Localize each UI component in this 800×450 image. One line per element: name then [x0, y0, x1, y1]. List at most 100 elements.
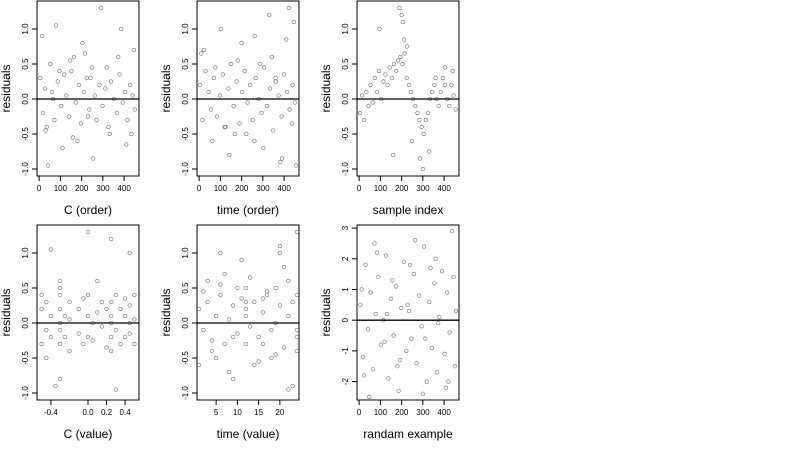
- data-point: [383, 72, 388, 77]
- data-point: [85, 229, 91, 235]
- data-point: [58, 285, 63, 291]
- data-point: [273, 285, 278, 291]
- data-point: [53, 383, 58, 389]
- data-point: [39, 306, 44, 312]
- data-point: [76, 306, 81, 312]
- data-point: [226, 317, 231, 322]
- data-point: [214, 313, 219, 319]
- data-point: [209, 338, 214, 343]
- data-point: [81, 89, 86, 95]
- data-point: [404, 75, 409, 81]
- data-point: [85, 313, 91, 319]
- data-point: [81, 341, 86, 347]
- y-tick-label: 1.0: [21, 247, 30, 259]
- y-tick-label: 1: [341, 287, 350, 292]
- data-point: [424, 379, 429, 384]
- data-point: [132, 107, 137, 112]
- data-point: [428, 265, 433, 271]
- data-point: [120, 100, 125, 105]
- data-point: [67, 317, 72, 322]
- data-point: [239, 257, 244, 263]
- data-point: [58, 376, 63, 382]
- data-point: [256, 359, 261, 364]
- data-point: [286, 278, 291, 284]
- y-tick-label: 1.0: [341, 23, 350, 35]
- data-point: [82, 51, 88, 56]
- data-point: [450, 229, 455, 234]
- data-point: [265, 292, 270, 298]
- data-point: [374, 89, 380, 95]
- data-point: [228, 61, 234, 67]
- data-point: [243, 299, 248, 305]
- y-tick-label: 0: [341, 317, 350, 322]
- data-point: [290, 299, 295, 305]
- data-point: [235, 58, 240, 63]
- data-point: [109, 313, 114, 319]
- data-point: [231, 334, 236, 340]
- data-point: [452, 364, 457, 369]
- data-point: [42, 86, 48, 91]
- y-tick-label: 0.5: [181, 282, 190, 294]
- x-tick-label: 400: [437, 184, 451, 193]
- data-point: [359, 287, 364, 292]
- data-point: [59, 103, 64, 109]
- data-point: [370, 100, 375, 105]
- data-point: [234, 79, 239, 84]
- x-tick-label: 200: [395, 408, 409, 417]
- data-point: [218, 282, 223, 287]
- data-point: [401, 259, 406, 264]
- x-tick-label: 200: [75, 184, 89, 193]
- data-point: [277, 303, 283, 308]
- data-point: [419, 324, 424, 329]
- data-point: [39, 33, 45, 39]
- data-point: [113, 387, 118, 392]
- x-tick-label: 300: [256, 184, 270, 193]
- data-point: [286, 387, 291, 392]
- data-point: [381, 79, 386, 84]
- data-point: [239, 40, 244, 46]
- data-point: [218, 292, 223, 298]
- data-point: [73, 100, 78, 105]
- data-point: [81, 296, 86, 301]
- data-point: [260, 341, 266, 347]
- data-point: [273, 75, 278, 81]
- data-point: [442, 65, 448, 70]
- data-point: [453, 308, 459, 314]
- data-point: [52, 117, 57, 123]
- data-point: [122, 334, 128, 340]
- data-point: [125, 117, 130, 123]
- data-point: [132, 341, 137, 347]
- data-point: [248, 82, 253, 88]
- data-point: [419, 124, 424, 130]
- data-point: [383, 253, 389, 258]
- data-point: [404, 348, 409, 354]
- data-point: [385, 311, 390, 317]
- data-point: [55, 79, 60, 84]
- data-point: [122, 89, 128, 95]
- data-point: [129, 131, 134, 137]
- data-point: [124, 142, 129, 147]
- x-tick-label: 400: [277, 184, 291, 193]
- data-point: [449, 82, 454, 88]
- data-point: [425, 110, 431, 116]
- data-point: [259, 110, 264, 116]
- data-point: [109, 348, 114, 354]
- data-point: [367, 394, 372, 400]
- data-point: [265, 103, 270, 109]
- data-point: [128, 82, 133, 88]
- data-point: [113, 292, 118, 298]
- data-point: [231, 376, 236, 382]
- plot-frame: [36, 224, 140, 401]
- y-tick-label: 1.0: [181, 23, 190, 35]
- data-point: [277, 250, 283, 256]
- data-point: [95, 310, 100, 315]
- data-point: [396, 388, 401, 393]
- data-point: [290, 383, 295, 389]
- data-point: [294, 229, 300, 235]
- data-point: [99, 5, 104, 11]
- data-point: [90, 156, 96, 161]
- x-tick-label: 300: [416, 184, 430, 193]
- x-tick-label: 10: [233, 408, 242, 417]
- data-point: [206, 89, 211, 95]
